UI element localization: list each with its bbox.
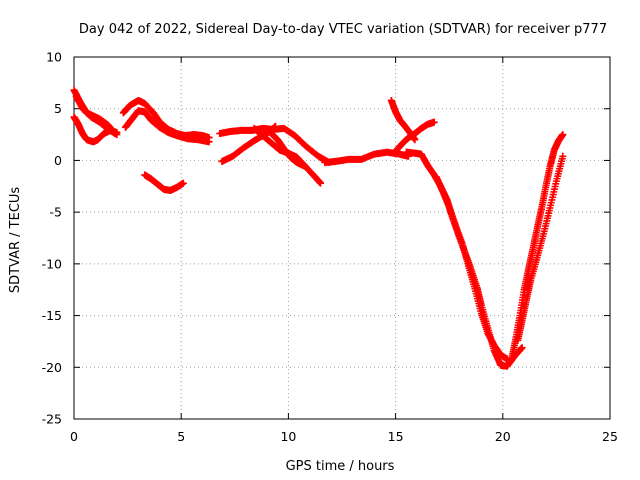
series-arc-17 [514, 152, 567, 344]
y-tick-label: -15 [42, 308, 62, 323]
data-points [70, 86, 567, 370]
y-tick-label: -25 [42, 412, 62, 427]
series-arc-6 [141, 171, 187, 194]
series-arc-15 [432, 173, 511, 363]
series-arc-13 [392, 118, 438, 155]
data-point [430, 118, 438, 126]
x-tick-label: 5 [177, 429, 185, 444]
data-point [205, 138, 213, 146]
x-tick-label: 10 [280, 429, 296, 444]
y-tick-label: -5 [50, 205, 62, 220]
plot-frame [73, 56, 611, 420]
y-tick-label: -10 [42, 256, 62, 271]
x-tick-label: 0 [70, 429, 78, 444]
series-arc-7 [216, 124, 333, 166]
y-axis-title: SDTVAR / TECUs [8, 187, 23, 294]
y-tick-label: 10 [46, 50, 62, 65]
x-tick-labels: 0 5 10 15 20 25 [70, 429, 618, 444]
x-tick-label: 15 [388, 429, 404, 444]
data-point [179, 179, 187, 187]
x-tick-label: 20 [495, 429, 511, 444]
y-tick-label: -20 [42, 360, 62, 375]
data-point [559, 131, 567, 139]
y-tick-label: 5 [54, 101, 62, 116]
data-point [559, 152, 567, 160]
data-point [272, 122, 280, 130]
axis-ticks [73, 56, 611, 420]
data-point [518, 344, 526, 352]
series-arc-10 [267, 130, 310, 171]
y-tick-label: 0 [54, 153, 62, 168]
data-point [113, 129, 121, 137]
x-axis-title: GPS time / hours [286, 459, 395, 474]
chart-title: Day 042 of 2022, Sidereal Day-to-day VTE… [79, 22, 607, 37]
x-tick-label: 25 [602, 429, 618, 444]
data-point [317, 179, 325, 187]
data-point [503, 355, 511, 363]
series-arc-5 [121, 107, 213, 146]
y-tick-labels: -25 -20 -15 -10 -5 0 5 10 [42, 50, 62, 427]
data-point [302, 163, 310, 171]
series-arc-3 [72, 92, 121, 137]
